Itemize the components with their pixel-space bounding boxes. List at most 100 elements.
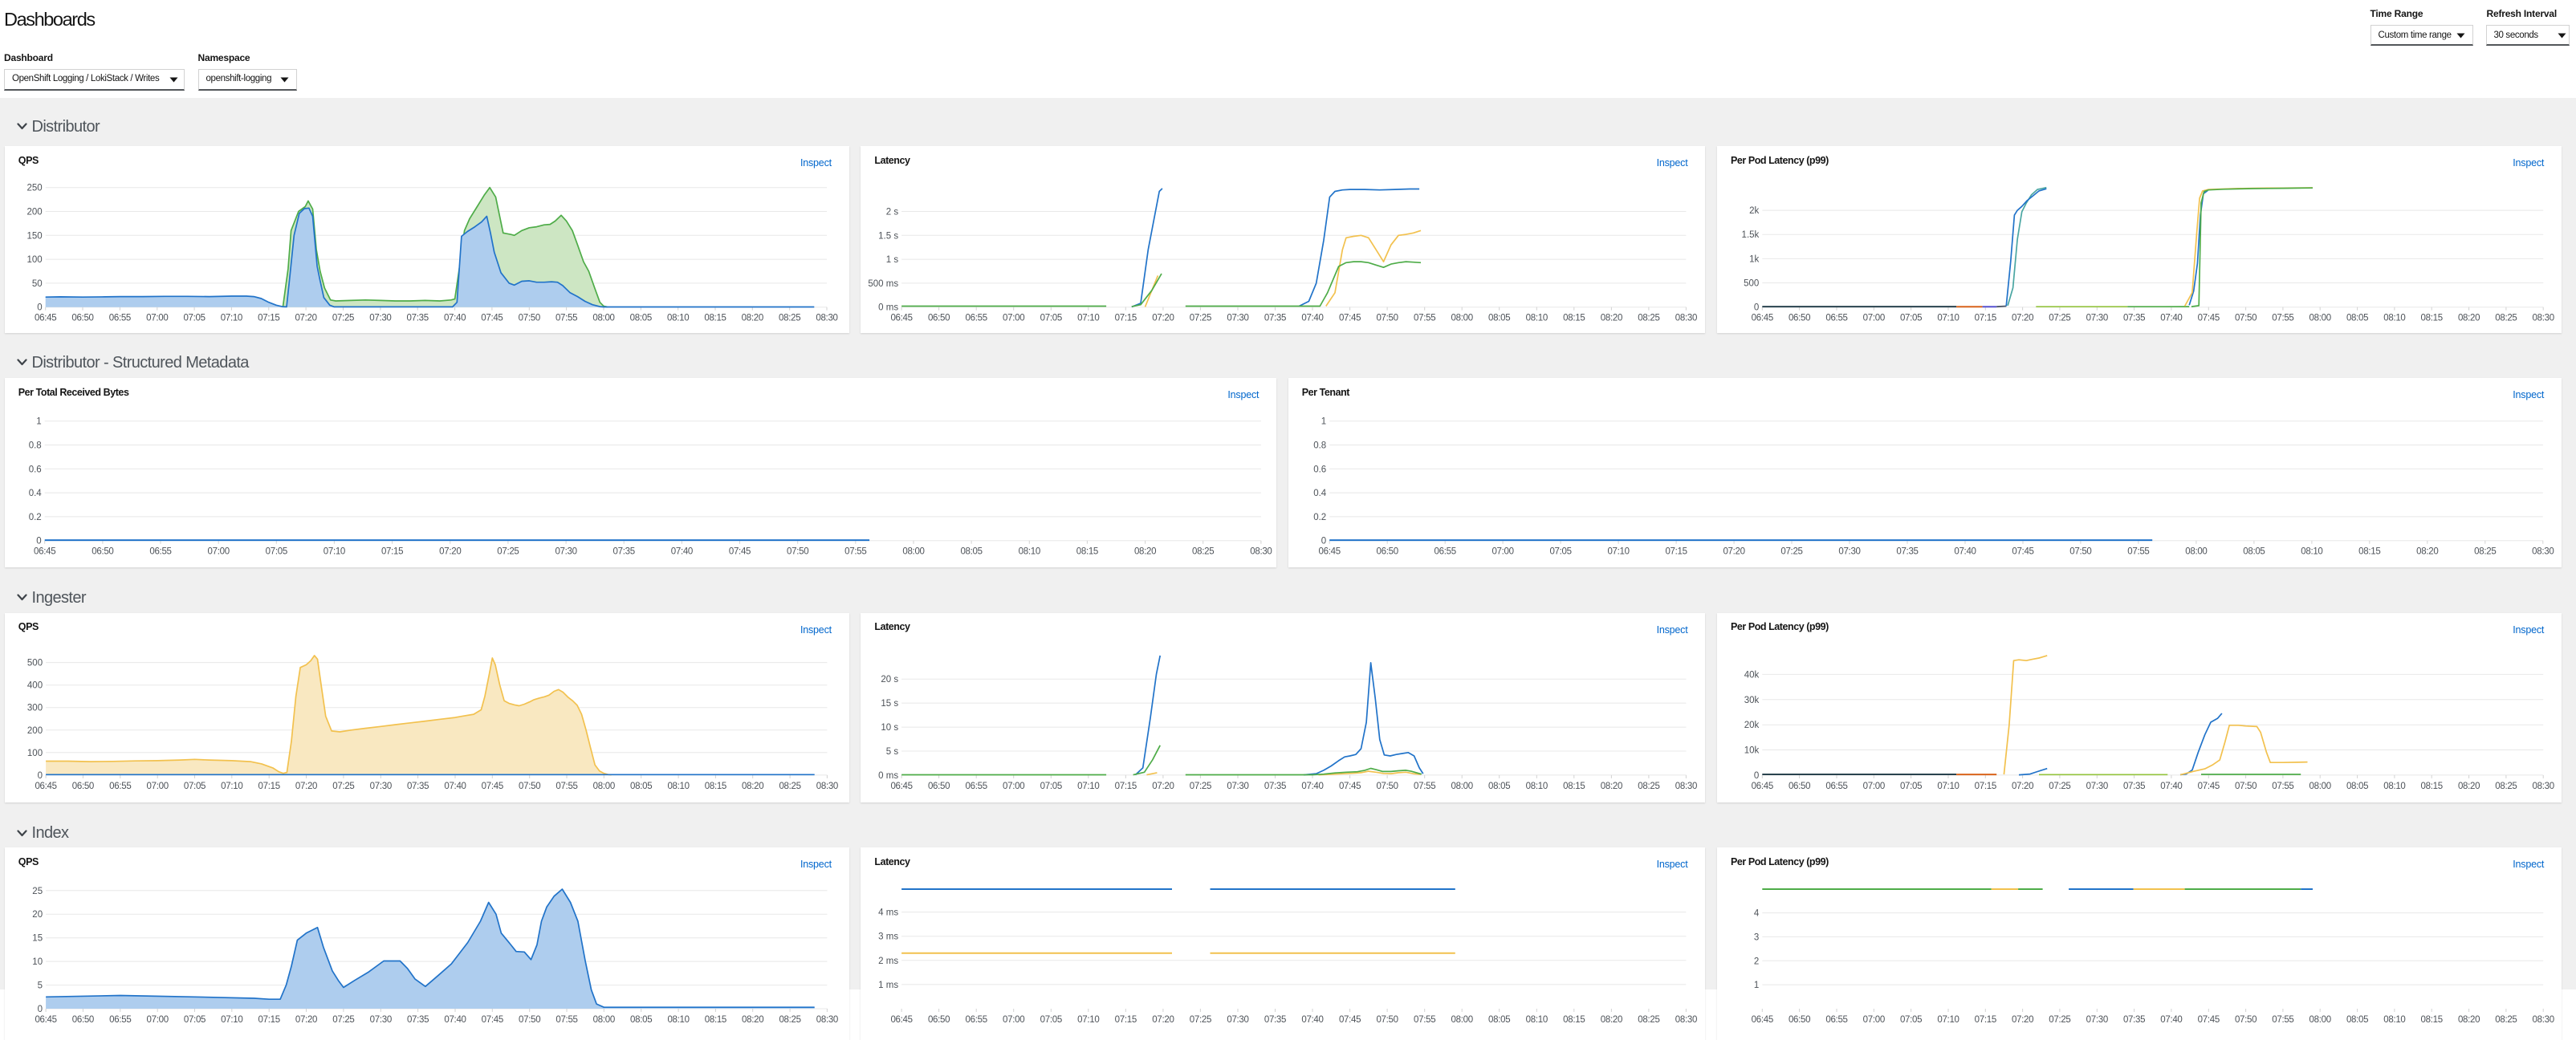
svg-text:06:45: 06:45 — [1752, 314, 1773, 323]
svg-text:07:20: 07:20 — [1153, 1015, 1174, 1025]
svg-text:300: 300 — [27, 703, 43, 713]
svg-text:07:35: 07:35 — [2123, 314, 2145, 323]
svg-text:15 s: 15 s — [881, 699, 899, 709]
svg-text:07:30: 07:30 — [1227, 781, 1249, 790]
svg-text:15: 15 — [32, 934, 43, 944]
svg-text:08:20: 08:20 — [1601, 314, 1622, 323]
svg-text:100: 100 — [26, 255, 42, 265]
svg-text:07:45: 07:45 — [2198, 781, 2220, 790]
svg-text:07:40: 07:40 — [2160, 781, 2182, 790]
svg-text:07:40: 07:40 — [671, 547, 693, 557]
svg-text:08:20: 08:20 — [742, 1015, 763, 1025]
svg-text:07:10: 07:10 — [1078, 781, 1100, 790]
svg-text:07:30: 07:30 — [369, 1015, 391, 1025]
svg-text:08:30: 08:30 — [1675, 781, 1697, 790]
svg-text:250: 250 — [26, 184, 42, 193]
svg-text:08:10: 08:10 — [667, 1015, 689, 1025]
svg-text:06:55: 06:55 — [109, 314, 131, 323]
svg-text:1.5k: 1.5k — [1742, 230, 1760, 240]
svg-text:0: 0 — [1321, 537, 1326, 546]
svg-text:07:35: 07:35 — [1264, 1015, 1286, 1025]
svg-text:06:55: 06:55 — [149, 547, 171, 557]
svg-text:1 ms: 1 ms — [879, 981, 899, 990]
svg-text:07:40: 07:40 — [1302, 1015, 1324, 1025]
svg-text:07:55: 07:55 — [2272, 314, 2293, 323]
svg-text:08:15: 08:15 — [705, 1015, 726, 1025]
svg-text:0: 0 — [37, 303, 42, 313]
svg-text:07:40: 07:40 — [2160, 1015, 2182, 1025]
svg-text:200: 200 — [27, 725, 43, 735]
svg-text:07:05: 07:05 — [1549, 547, 1571, 557]
svg-text:07:25: 07:25 — [1780, 547, 1802, 557]
svg-text:08:00: 08:00 — [592, 781, 614, 790]
svg-text:07:50: 07:50 — [2235, 1015, 2257, 1025]
svg-text:500 ms: 500 ms — [869, 279, 899, 289]
svg-text:07:45: 07:45 — [2198, 314, 2220, 323]
svg-text:2k: 2k — [1749, 206, 1759, 216]
svg-text:08:30: 08:30 — [816, 314, 837, 323]
svg-text:5: 5 — [37, 981, 42, 991]
svg-text:07:40: 07:40 — [1302, 314, 1324, 323]
svg-text:06:55: 06:55 — [966, 1015, 987, 1025]
svg-text:08:30: 08:30 — [1675, 1015, 1697, 1025]
svg-text:08:30: 08:30 — [1250, 547, 1272, 557]
svg-text:07:00: 07:00 — [1003, 314, 1024, 323]
svg-text:08:05: 08:05 — [629, 314, 651, 323]
svg-text:40k: 40k — [1744, 670, 1760, 680]
svg-text:07:50: 07:50 — [1377, 1015, 1398, 1025]
svg-text:07:35: 07:35 — [2123, 781, 2145, 790]
svg-text:200: 200 — [26, 208, 42, 217]
svg-text:07:30: 07:30 — [1838, 547, 1860, 557]
svg-text:20: 20 — [32, 910, 43, 920]
svg-text:07:40: 07:40 — [1954, 547, 1976, 557]
svg-text:08:30: 08:30 — [2533, 314, 2554, 323]
svg-text:500: 500 — [1744, 279, 1759, 289]
svg-text:07:20: 07:20 — [2012, 781, 2033, 790]
svg-text:100: 100 — [27, 748, 43, 758]
svg-text:07:40: 07:40 — [444, 781, 466, 790]
svg-text:06:45: 06:45 — [1752, 781, 1773, 790]
svg-text:08:10: 08:10 — [2383, 781, 2405, 790]
svg-text:10k: 10k — [1744, 745, 1760, 755]
svg-text:07:25: 07:25 — [1190, 1015, 1211, 1025]
svg-text:07:20: 07:20 — [295, 314, 316, 323]
svg-text:07:15: 07:15 — [1665, 547, 1687, 557]
svg-text:08:05: 08:05 — [2243, 547, 2265, 557]
svg-text:06:55: 06:55 — [966, 781, 987, 790]
svg-text:08:25: 08:25 — [779, 314, 800, 323]
svg-text:400: 400 — [27, 680, 43, 690]
svg-text:08:00: 08:00 — [592, 1015, 614, 1025]
svg-text:07:25: 07:25 — [332, 1015, 354, 1025]
svg-text:08:10: 08:10 — [2301, 547, 2322, 557]
svg-text:07:15: 07:15 — [1115, 1015, 1137, 1025]
svg-text:06:50: 06:50 — [72, 781, 94, 790]
svg-text:07:50: 07:50 — [2235, 314, 2257, 323]
svg-text:08:10: 08:10 — [1526, 1015, 1548, 1025]
svg-text:08:00: 08:00 — [902, 547, 924, 557]
svg-text:08:10: 08:10 — [667, 781, 689, 790]
svg-text:08:30: 08:30 — [2533, 1015, 2554, 1025]
svg-text:08:00: 08:00 — [2309, 781, 2331, 790]
svg-text:08:30: 08:30 — [816, 1015, 838, 1025]
svg-text:25: 25 — [32, 887, 43, 896]
svg-text:3 ms: 3 ms — [879, 932, 899, 942]
svg-text:08:10: 08:10 — [1526, 314, 1548, 323]
svg-text:1k: 1k — [1749, 254, 1759, 264]
svg-text:08:05: 08:05 — [1488, 1015, 1510, 1025]
svg-text:07:40: 07:40 — [444, 1015, 466, 1025]
svg-text:07:30: 07:30 — [1227, 1015, 1249, 1025]
svg-text:08:15: 08:15 — [1564, 1015, 1585, 1025]
svg-text:08:10: 08:10 — [1018, 547, 1040, 557]
svg-text:07:15: 07:15 — [1975, 1015, 1996, 1025]
svg-text:30k: 30k — [1744, 695, 1760, 705]
svg-text:0.8: 0.8 — [28, 441, 41, 451]
svg-text:07:55: 07:55 — [2272, 781, 2293, 790]
svg-text:08:20: 08:20 — [742, 781, 763, 790]
svg-text:08:25: 08:25 — [2495, 314, 2517, 323]
svg-text:07:05: 07:05 — [1040, 1015, 1062, 1025]
svg-text:0: 0 — [37, 1005, 42, 1014]
svg-text:07:55: 07:55 — [1414, 781, 1435, 790]
svg-text:07:10: 07:10 — [1078, 1015, 1100, 1025]
svg-text:0.8: 0.8 — [1313, 441, 1326, 451]
svg-text:08:25: 08:25 — [2495, 1015, 2517, 1025]
